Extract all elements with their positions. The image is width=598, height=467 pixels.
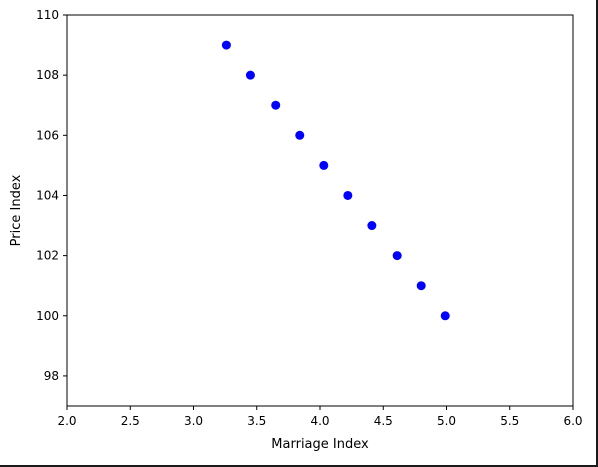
x-tick-label: 3.0	[184, 414, 203, 428]
x-axis-ticks: 2.0 2.5 3.0 3.5 4.0 4.5 5.0 5.5 6.0	[57, 406, 583, 428]
data-point	[440, 311, 450, 321]
data-points	[221, 40, 450, 321]
data-point	[295, 130, 305, 140]
x-tick-label: 2.5	[121, 414, 140, 428]
y-tick-label: 104	[36, 188, 59, 202]
data-point	[319, 160, 329, 170]
data-point	[367, 221, 377, 231]
x-axis-label: Marriage Index	[271, 437, 369, 452]
x-tick-label: 6.0	[563, 414, 582, 428]
data-point	[416, 281, 426, 291]
x-tick-label: 4.0	[310, 414, 329, 428]
y-tick-label: 108	[36, 68, 59, 82]
plot-area	[66, 14, 574, 407]
x-tick-label: 4.5	[374, 414, 393, 428]
y-tick-label: 110	[36, 8, 59, 22]
data-point	[245, 70, 255, 80]
y-tick-label: 102	[36, 249, 59, 263]
y-tick-label: 106	[36, 128, 59, 142]
data-point	[271, 100, 281, 110]
data-point	[343, 190, 353, 200]
y-axis-label: Price Index	[9, 174, 24, 246]
data-point	[392, 251, 402, 261]
x-tick-label: 2.0	[57, 414, 76, 428]
x-tick-label: 5.0	[437, 414, 456, 428]
frame-edge-right	[596, 0, 598, 467]
data-point	[221, 40, 231, 50]
frame-edge-bottom	[0, 465, 598, 467]
y-tick-label: 98	[44, 369, 59, 383]
x-tick-label: 5.5	[500, 414, 519, 428]
y-axis-ticks: 98 100 102 104 106 108 110	[36, 8, 67, 383]
y-tick-label: 100	[36, 309, 59, 323]
x-tick-label: 3.5	[247, 414, 266, 428]
